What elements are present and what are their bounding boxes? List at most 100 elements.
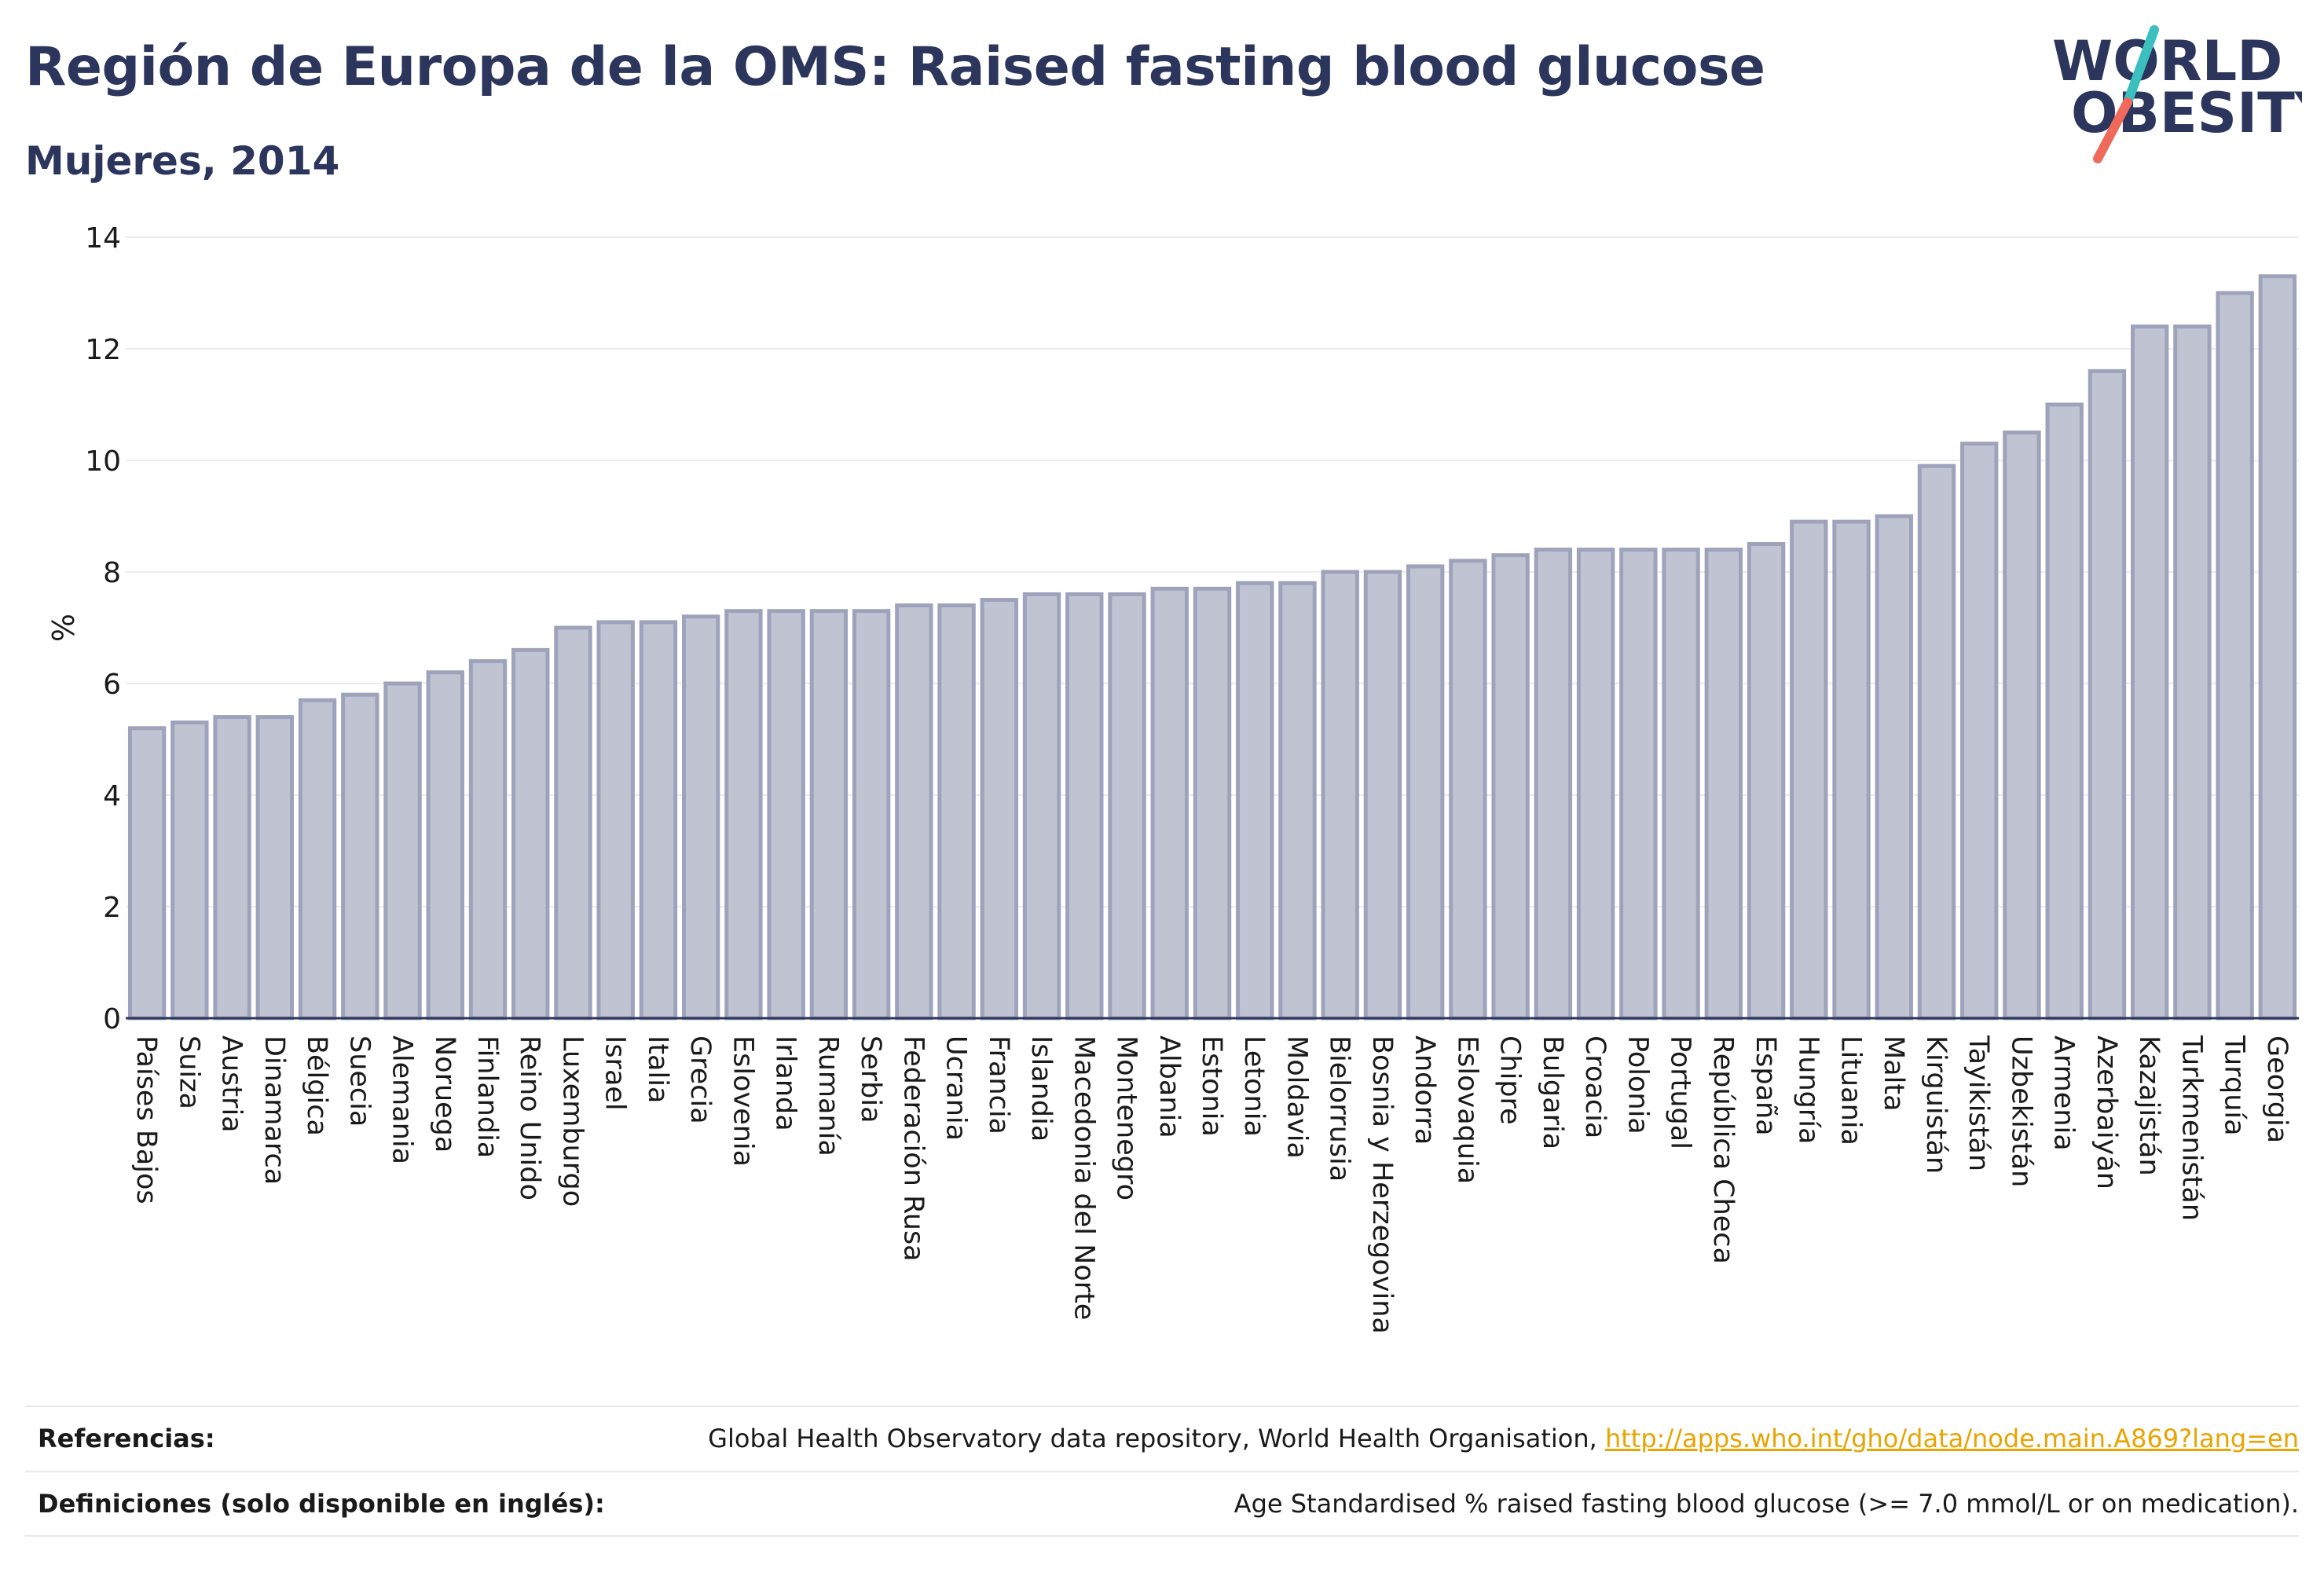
x-tick-label: Azerbaiyán [2091,1035,2122,1189]
x-tick-label: Austria [216,1035,247,1133]
bar [596,620,635,1021]
bar [639,620,678,1021]
bar [1236,581,1274,1021]
bar [511,647,550,1021]
x-tick-label: Ucrania [940,1035,972,1141]
bar [2173,324,2212,1021]
bar [1065,592,1104,1021]
x-tick-label: Estonia [1196,1035,1227,1137]
x-tick-label: Dinamarca [258,1035,290,1185]
footer-divider-middle [25,1471,2299,1472]
bar [554,625,592,1021]
y-tick-label: 8 [103,557,121,589]
bar [1747,542,1786,1021]
bar [724,609,763,1021]
bar [341,692,379,1021]
bar [1917,464,1956,1021]
logo-slash-bottom [2093,97,2132,163]
bar [127,726,167,1021]
y-tick-label: 12 [85,334,121,366]
bar [1832,519,1871,1021]
bar [2088,368,2127,1021]
bar [937,603,976,1021]
x-tick-label: Italia [642,1035,673,1103]
x-tick-label: Países Bajos [130,1035,162,1204]
bar [1363,570,1402,1021]
x-tick-label: Bosnia y Herzegovina [1366,1035,1398,1334]
definitions-text: Age Standardised % raised fasting blood … [1233,1489,2299,1519]
bar [980,598,1019,1021]
bars [127,274,2297,1021]
x-tick-label: República Checa [1707,1035,1739,1264]
references-source: Global Health Observatory data repositor… [708,1424,1605,1453]
x-tick-label: Grecia [684,1035,716,1124]
bar [1193,586,1232,1021]
x-tick-label: Portugal [1665,1035,1696,1149]
y-tick-label: 2 [103,892,121,924]
chart-title: Región de Europa de la OMS: Raised fasti… [25,36,1765,98]
bar [1278,581,1317,1021]
x-tick-label: Eslovaquia [1451,1035,1483,1184]
x-tick-label: Eslovenia [727,1035,758,1167]
bar [1321,570,1359,1021]
x-tick-label: Moldavia [1281,1035,1312,1159]
x-tick-label: Kirguistán [1920,1035,1952,1174]
y-axis-label: % [45,614,79,642]
bar [2258,274,2297,1021]
x-tick-label: Bulgaria [1537,1035,1568,1149]
x-tick-label: Serbia [855,1035,886,1123]
bar [255,715,295,1021]
y-tick-label: 10 [85,445,121,478]
x-tick-label: Armenia [2048,1035,2080,1151]
x-tick-label: Polonia [1622,1035,1653,1134]
x-tick-label: Francia [983,1035,1014,1134]
y-tick-label: 0 [103,1003,121,1035]
x-tick-label: España [1750,1035,1781,1136]
references-text: Global Health Observatory data repositor… [708,1424,2299,1453]
x-tick-label: Turquía [2219,1035,2250,1136]
bar-chart: 0 2 4 6 8 10 12 14 Países Bajos Suiza Austria Dina… [45,222,2299,1334]
bar [1108,592,1146,1021]
x-tick-label: Rumanía [812,1035,844,1156]
x-tick-label: Chipre [1494,1035,1526,1125]
bar [809,609,849,1021]
x-tick-label: Georgia [2261,1035,2293,1143]
y-tick-label: 14 [85,222,121,255]
logo-text-world: WORLD [2052,29,2282,93]
bar [1022,592,1061,1021]
bar [1790,519,1828,1021]
x-tick-label: Malta [1878,1035,1909,1112]
bar [1619,548,1658,1021]
x-tick-label: Montenegro [1111,1035,1142,1200]
x-tick-label: Tayikistán [1963,1035,1994,1171]
x-tick-label: Bielorrusia [1324,1035,1355,1182]
x-tick-label: Hungría [1792,1035,1824,1144]
x-tick-label: Irlanda [770,1035,801,1131]
x-tick-label: Lituania [1835,1035,1867,1145]
x-tick-label: Turkmenistán [2176,1035,2207,1221]
bar [2216,291,2254,1021]
y-tick-label: 4 [103,780,121,812]
world-obesity-logo: WORLD OBESITY [2052,25,2302,163]
x-tick-label: Finlandia [471,1035,503,1158]
x-tick-label: Bélgica [301,1035,332,1136]
bar [383,681,422,1021]
bar [213,715,251,1021]
x-tick-label: Israel [599,1035,631,1111]
references-link[interactable]: http://apps.who.int/gho/data/node.main.A… [1604,1424,2299,1453]
bar [1662,548,1700,1021]
bar [681,614,720,1021]
bar [1960,442,1999,1021]
bar [2003,431,2041,1021]
chart-subtitle: Mujeres, 2014 [25,138,340,184]
x-tick-label: Kazajistán [2133,1035,2165,1176]
bar [1704,548,1743,1021]
x-tick-label: Uzbekistán [2005,1035,2036,1187]
bar [1406,564,1445,1021]
bar [852,609,891,1021]
bar [1491,553,1530,1021]
bar [1534,548,1573,1021]
x-tick-label: Macedonia del Norte [1068,1035,1099,1320]
x-tick-label: Noruega [429,1035,460,1153]
bar [468,659,508,1021]
